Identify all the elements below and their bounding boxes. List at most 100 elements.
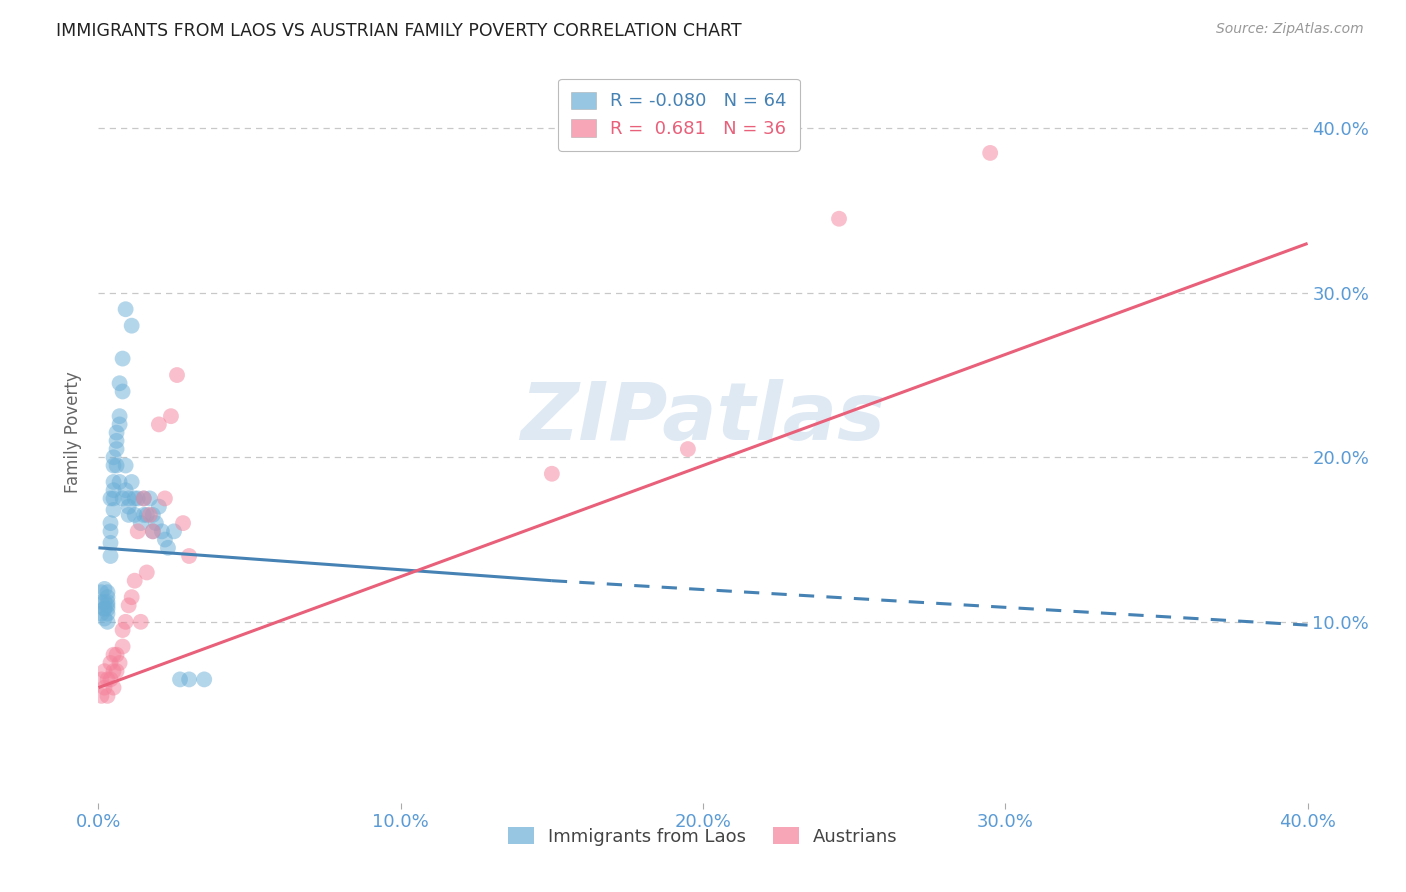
Point — [103, 491, 125, 506]
Point — [96, 601, 118, 615]
Point — [93, 681, 115, 695]
Point — [121, 318, 143, 333]
Point — [103, 458, 125, 473]
Text: IMMIGRANTS FROM LAOS VS AUSTRIAN FAMILY POVERTY CORRELATION CHART: IMMIGRANTS FROM LAOS VS AUSTRIAN FAMILY … — [56, 22, 742, 40]
Point — [124, 574, 146, 588]
Legend: Immigrants from Laos, Austrians: Immigrants from Laos, Austrians — [501, 820, 905, 853]
Point — [114, 615, 136, 629]
Point — [111, 384, 134, 399]
Point — [129, 516, 152, 530]
Point — [118, 508, 141, 522]
Point — [540, 467, 562, 481]
Point — [90, 607, 112, 621]
Text: ZIPatlas: ZIPatlas — [520, 379, 886, 457]
Point — [127, 491, 149, 506]
Point — [142, 524, 165, 539]
Point — [103, 681, 125, 695]
Point — [114, 458, 136, 473]
Point — [90, 595, 112, 609]
Point — [179, 673, 201, 687]
Point — [118, 491, 141, 506]
Point — [93, 601, 115, 615]
Point — [96, 607, 118, 621]
Point — [100, 656, 122, 670]
Point — [124, 491, 146, 506]
Point — [105, 664, 128, 678]
Point — [100, 549, 122, 563]
Point — [172, 516, 194, 530]
Point — [148, 417, 170, 432]
Point — [132, 491, 155, 506]
Point — [132, 491, 155, 506]
Point — [100, 536, 122, 550]
Point — [121, 475, 143, 489]
Point — [103, 648, 125, 662]
Point — [979, 145, 1001, 160]
Point — [90, 585, 112, 599]
Point — [93, 664, 115, 678]
Point — [114, 302, 136, 317]
Point — [163, 524, 186, 539]
Point — [148, 500, 170, 514]
Point — [111, 623, 134, 637]
Point — [139, 508, 162, 522]
Point — [105, 434, 128, 448]
Point — [118, 500, 141, 514]
Point — [108, 409, 131, 424]
Point — [135, 566, 157, 580]
Point — [100, 673, 122, 687]
Point — [124, 508, 146, 522]
Text: Source: ZipAtlas.com: Source: ZipAtlas.com — [1216, 22, 1364, 37]
Point — [96, 689, 118, 703]
Point — [676, 442, 699, 456]
Point — [93, 582, 115, 596]
Point — [93, 595, 115, 609]
Point — [96, 599, 118, 613]
Point — [108, 475, 131, 489]
Point — [93, 601, 115, 615]
Point — [96, 585, 118, 599]
Point — [96, 590, 118, 604]
Point — [179, 549, 201, 563]
Point — [90, 689, 112, 703]
Point — [150, 524, 173, 539]
Y-axis label: Family Poverty: Family Poverty — [65, 372, 83, 493]
Point — [118, 599, 141, 613]
Point — [105, 442, 128, 456]
Point — [96, 615, 118, 629]
Point — [129, 615, 152, 629]
Point — [103, 450, 125, 465]
Point — [103, 503, 125, 517]
Point — [121, 590, 143, 604]
Point — [153, 533, 176, 547]
Point — [111, 640, 134, 654]
Point — [108, 376, 131, 391]
Point — [100, 516, 122, 530]
Point — [105, 425, 128, 440]
Point — [105, 458, 128, 473]
Point — [139, 491, 162, 506]
Point — [132, 508, 155, 522]
Point — [103, 475, 125, 489]
Point — [142, 524, 165, 539]
Point — [135, 508, 157, 522]
Point — [90, 673, 112, 687]
Point — [160, 409, 183, 424]
Point — [828, 211, 851, 226]
Point — [100, 491, 122, 506]
Point — [103, 664, 125, 678]
Point — [105, 648, 128, 662]
Point — [127, 524, 149, 539]
Point — [100, 524, 122, 539]
Point — [142, 508, 165, 522]
Point — [193, 673, 215, 687]
Point — [96, 595, 118, 609]
Point — [114, 483, 136, 498]
Point — [156, 541, 179, 555]
Point — [166, 368, 188, 382]
Point — [111, 491, 134, 506]
Point — [153, 491, 176, 506]
Point — [93, 611, 115, 625]
Point — [108, 417, 131, 432]
Point — [103, 483, 125, 498]
